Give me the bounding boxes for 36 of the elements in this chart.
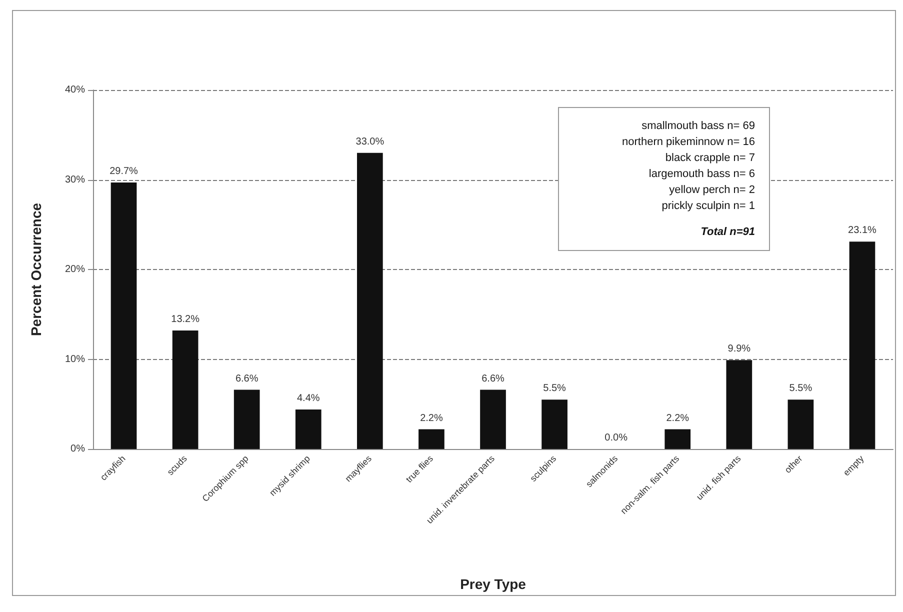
data-label: 23.1% bbox=[848, 225, 877, 236]
data-label: 6.6% bbox=[482, 373, 505, 384]
y-tick-label: 20% bbox=[64, 264, 86, 275]
data-label: 5.5% bbox=[789, 383, 812, 394]
data-label: 2.2% bbox=[420, 412, 443, 424]
bar bbox=[234, 390, 260, 449]
data-label: 33.0% bbox=[356, 136, 384, 148]
bar bbox=[295, 410, 322, 449]
data-label: 9.9% bbox=[728, 344, 751, 355]
data-label: 5.5% bbox=[543, 383, 566, 394]
bar bbox=[110, 182, 137, 449]
bar bbox=[726, 360, 752, 449]
annotation: smallmouth bass n= 69 northern pikeminnow n= 16 black crapple n= 7 largemouth bass n= 6 yellow perch n= 2 prickly sculpin n= 1 bbox=[621, 119, 755, 214]
note-box: smallmouth bass n= 69 northern pikeminnow n= 16 black crapple n= 7 largemouth bass n= 6 yellow perch n= 2 prickly sculpin n= 1 Total n=91 bbox=[558, 107, 770, 251]
y-tick-label: 0% bbox=[70, 444, 86, 454]
bar bbox=[480, 390, 506, 449]
y-tick-label: 10% bbox=[64, 354, 86, 365]
x-axis-title: Prey Type bbox=[460, 576, 526, 592]
data-label: 13.2% bbox=[171, 314, 200, 326]
bar bbox=[357, 152, 383, 449]
data-label: 0.0% bbox=[604, 432, 628, 444]
bar bbox=[664, 429, 691, 449]
y-tick-label: 40% bbox=[64, 84, 86, 96]
bar bbox=[542, 400, 568, 449]
data-label: 4.4% bbox=[296, 393, 320, 404]
annotation: Total n=91 bbox=[700, 225, 755, 240]
bar bbox=[788, 400, 814, 449]
x-tick-label: true flies bbox=[404, 453, 436, 485]
bar bbox=[418, 429, 444, 449]
data-label: 2.2% bbox=[666, 412, 690, 424]
y-axis-title: Percent Occurrence bbox=[28, 202, 44, 336]
data-label: 6.6% bbox=[235, 373, 258, 384]
bar bbox=[172, 330, 198, 449]
data-label: 29.7% bbox=[110, 166, 138, 177]
bar bbox=[849, 242, 876, 449]
y-tick-label: 30% bbox=[64, 174, 86, 186]
